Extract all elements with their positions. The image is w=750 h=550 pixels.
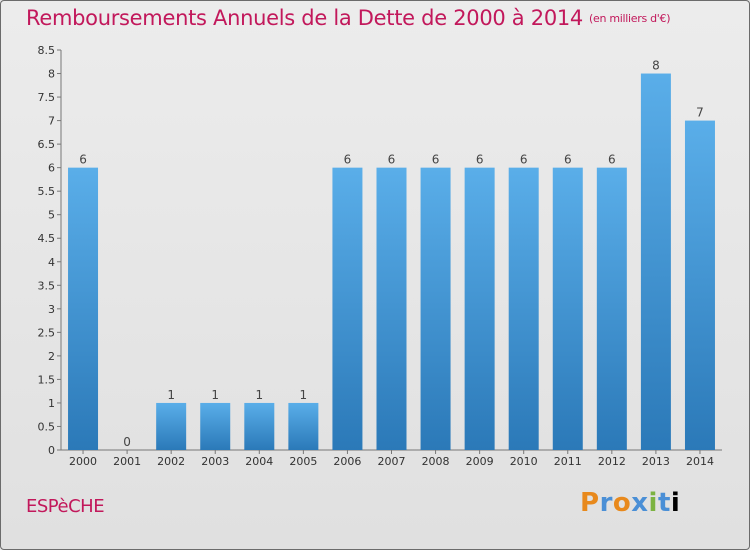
logo-letter: i [648,488,658,518]
x-tick-label: 2014 [686,455,714,468]
x-tick-label: 2006 [333,455,361,468]
chart-subtitle: (en milliers d'€) [589,12,671,25]
data-label: 6 [520,153,528,167]
bar [596,167,627,450]
x-tick-label: 2003 [201,455,229,468]
y-tick-label: 1 [48,397,55,410]
bar [508,167,539,450]
x-tick-label: 2011 [554,455,582,468]
y-tick-label: 5 [48,209,55,222]
data-label: 1 [255,388,263,402]
bar [552,167,583,450]
x-tick-label: 2001 [113,455,141,468]
data-label: 1 [211,388,219,402]
logo-letter: i [670,488,681,518]
data-label: 6 [608,153,616,167]
data-label: 6 [79,153,87,167]
data-label: 6 [564,153,572,167]
data-label: 8 [652,59,660,73]
chart-title-text: Remboursements Annuels de la Dette de 20… [26,6,583,30]
y-tick-label: 8.5 [38,44,56,57]
data-label: 6 [344,153,352,167]
logo-letter: t [657,488,671,518]
chart-title: Remboursements Annuels de la Dette de 20… [26,6,670,30]
data-label: 0 [123,435,131,449]
x-tick-label: 2010 [510,455,538,468]
logo-letter: x [631,488,649,518]
x-tick-label: 2013 [642,455,670,468]
bar [684,120,715,451]
x-tick-label: 2002 [157,455,185,468]
x-tick-label: 2004 [245,455,273,468]
x-tick-label: 2008 [422,455,450,468]
y-tick-label: 4 [48,256,55,269]
x-tick-label: 2007 [378,455,406,468]
bar [640,73,671,450]
x-tick-label: 2000 [69,455,97,468]
y-tick-label: 8 [48,68,55,81]
y-tick-label: 7.5 [38,91,56,104]
data-label: 1 [300,388,308,402]
commune-name: ESPèCHE [26,496,105,517]
bar [464,167,495,450]
y-tick-label: 6.5 [38,138,56,151]
data-label: 6 [432,153,440,167]
data-label: 1 [167,388,175,402]
data-label: 6 [476,153,484,167]
logo-letter: r [599,488,613,518]
y-tick-label: 0.5 [38,420,56,433]
y-tick-label: 7 [48,115,55,128]
bar [200,402,231,450]
y-tick-label: 3.5 [38,279,56,292]
labels: 0 0.5 1 1.5 2 2.5 3 3.5 4 4.5 5 5.5 6 6.5 7 7.5 8 8.5 6 200… [38,44,714,468]
bar [244,402,275,450]
x-tick-label: 2012 [598,455,626,468]
y-tick-label: 4.5 [38,232,56,245]
data-label: 6 [388,153,396,167]
proxiti-logo: Proxiti [580,488,680,518]
bar [68,167,99,450]
y-tick-label: 5.5 [38,185,56,198]
bar [420,167,451,450]
y-tick-label: 3 [48,303,55,316]
x-tick-label: 2005 [289,455,317,468]
logo-letter: P [580,488,600,518]
logo-letter: o [612,488,632,518]
bar [288,402,319,450]
y-tick-label: 1.5 [38,373,56,386]
bar [332,167,363,450]
y-tick-label: 0 [48,444,55,457]
y-tick-label: 2.5 [38,326,56,339]
bar [156,402,187,450]
y-tick-label: 2 [48,350,55,363]
bars [68,73,715,451]
bar [376,167,407,450]
x-tick-label: 2009 [466,455,494,468]
data-label: 7 [696,106,704,120]
y-tick-label: 6 [48,162,55,175]
